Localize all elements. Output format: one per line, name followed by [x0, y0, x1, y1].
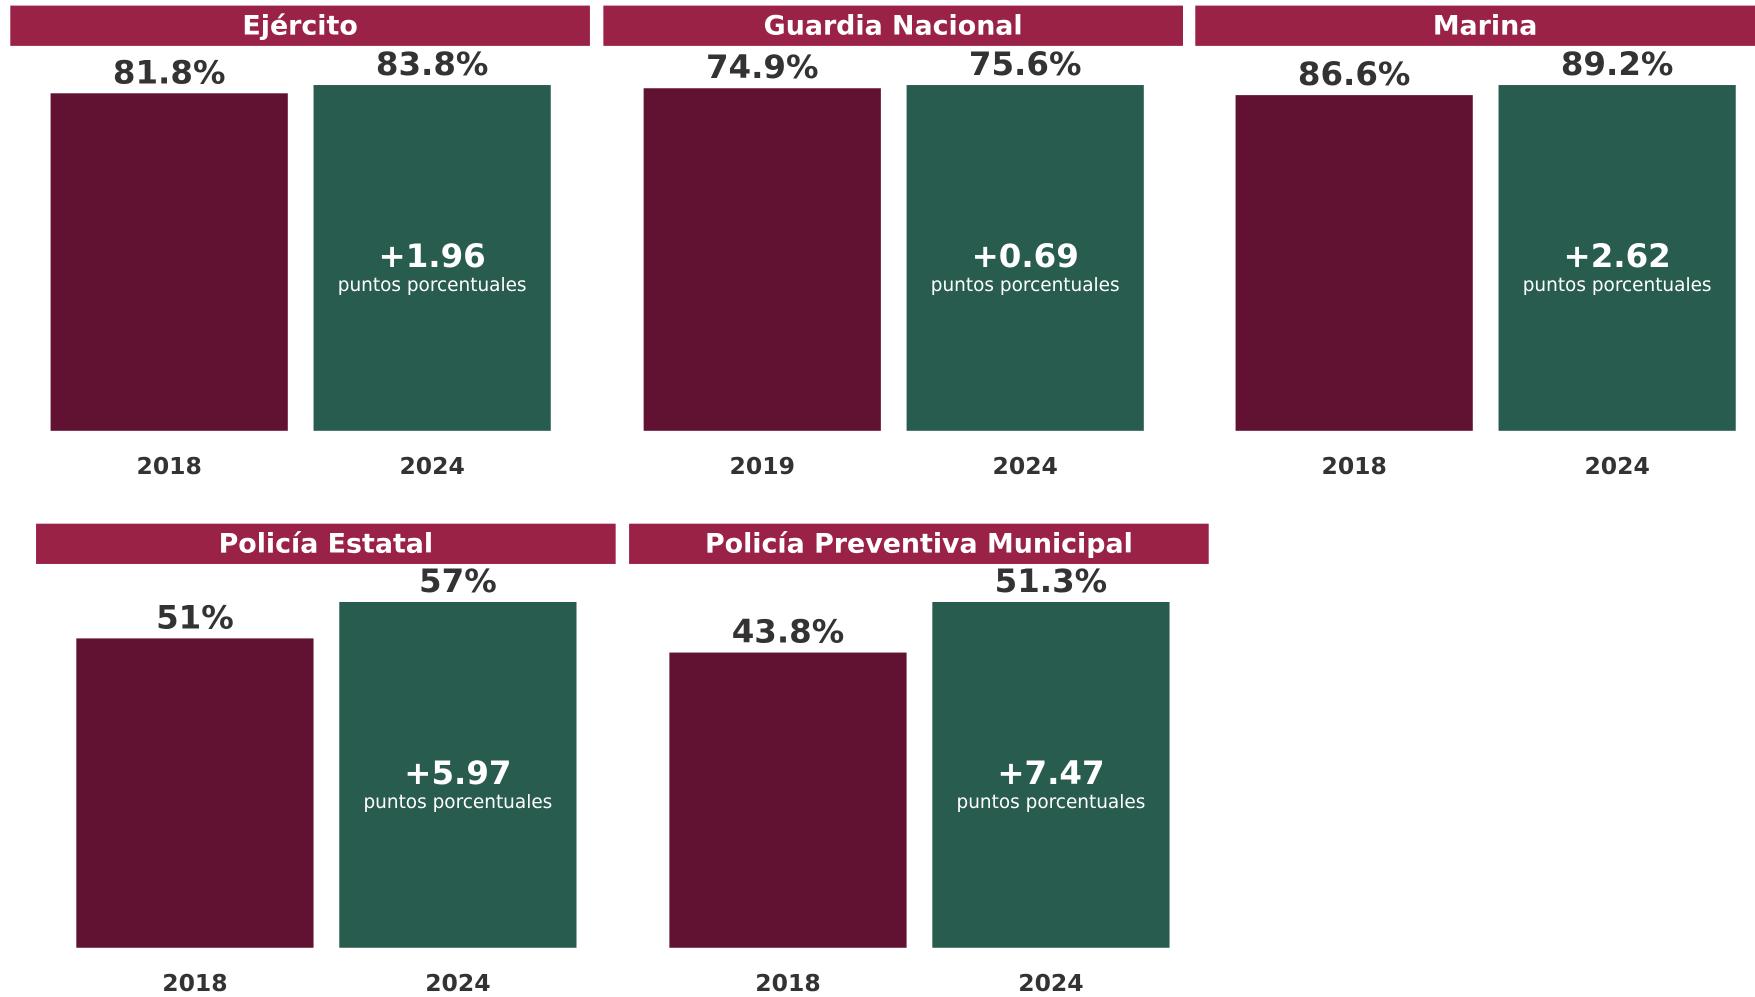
value-label: 75.6%	[969, 45, 1082, 83]
x-tick-label: 2024	[993, 452, 1058, 480]
bar	[906, 85, 1144, 431]
value-label: 74.9%	[706, 48, 819, 86]
panel-title: Ejército	[242, 10, 357, 41]
bar	[932, 602, 1170, 948]
annotation: +1.96	[379, 237, 486, 275]
value-label: 51.3%	[995, 562, 1108, 600]
panel-header	[629, 523, 1209, 564]
value-label: 89.2%	[1561, 45, 1674, 83]
annotation: +2.62	[1564, 237, 1671, 275]
bar	[669, 652, 907, 948]
bar	[1235, 95, 1473, 431]
value-label: 57%	[419, 562, 497, 600]
bar	[50, 93, 288, 431]
panel-header	[36, 523, 616, 564]
x-tick-label: 2018	[755, 969, 820, 997]
x-tick-label: 2018	[1321, 452, 1386, 480]
annotation-note: puntos porcentuales	[338, 275, 527, 296]
bar	[643, 88, 881, 431]
annotation: +0.69	[972, 237, 1079, 275]
x-tick-label: 2018	[137, 452, 202, 480]
panel-title: Policía Estatal	[219, 528, 434, 559]
bar	[339, 602, 577, 948]
bar	[1498, 85, 1736, 431]
panel-title: Marina	[1433, 10, 1538, 41]
value-label: 86.6%	[1298, 55, 1411, 93]
x-tick-label: 2019	[730, 452, 795, 480]
bar	[313, 85, 551, 431]
x-tick-label: 2018	[162, 969, 227, 997]
annotation: +5.97	[404, 754, 511, 792]
value-label: 43.8%	[732, 613, 845, 651]
panel-header	[1195, 5, 1755, 46]
panel-header	[10, 5, 590, 46]
annotation-note: puntos porcentuales	[1523, 275, 1712, 296]
panel-title: Policía Preventiva Municipal	[705, 528, 1133, 559]
x-tick-label: 2024	[1584, 452, 1649, 480]
value-label: 81.8%	[113, 53, 226, 91]
annotation-note: puntos porcentuales	[363, 792, 552, 813]
panel-header	[603, 5, 1183, 46]
annotation-note: puntos porcentuales	[957, 792, 1146, 813]
value-label: 83.8%	[376, 45, 489, 83]
annotation-note: puntos porcentuales	[931, 275, 1120, 296]
panel-title: Guardia Nacional	[764, 10, 1023, 41]
value-label: 51%	[156, 598, 234, 636]
x-tick-label: 2024	[399, 452, 464, 480]
x-tick-label: 2024	[425, 969, 490, 997]
bar	[76, 638, 314, 948]
x-tick-label: 2024	[1018, 969, 1083, 997]
annotation: +7.47	[997, 754, 1104, 792]
